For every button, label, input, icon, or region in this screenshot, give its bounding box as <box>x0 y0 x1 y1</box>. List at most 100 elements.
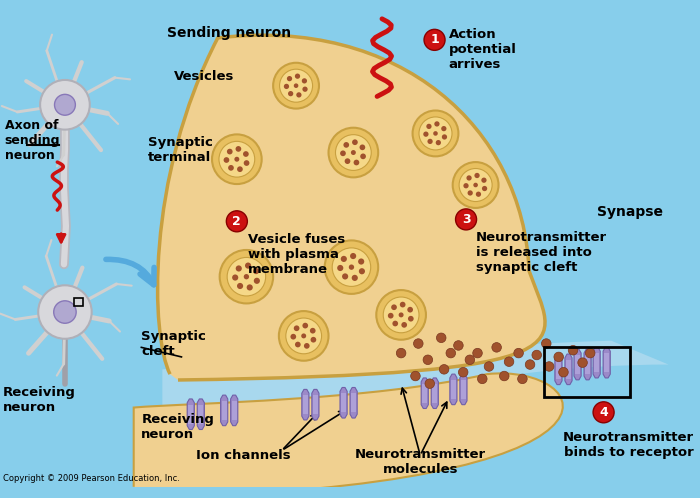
Circle shape <box>273 63 319 109</box>
Polygon shape <box>312 389 319 420</box>
Text: Sending neuron: Sending neuron <box>167 25 291 39</box>
Polygon shape <box>575 355 580 374</box>
Circle shape <box>234 157 239 162</box>
Polygon shape <box>422 383 428 403</box>
Circle shape <box>419 117 452 150</box>
Circle shape <box>227 149 232 154</box>
Polygon shape <box>421 378 428 408</box>
Circle shape <box>286 318 321 354</box>
Circle shape <box>408 316 414 322</box>
Circle shape <box>220 250 273 303</box>
Circle shape <box>337 265 343 271</box>
Circle shape <box>227 257 266 296</box>
Circle shape <box>246 284 253 290</box>
Polygon shape <box>302 395 308 414</box>
Circle shape <box>244 274 249 279</box>
Circle shape <box>441 126 447 131</box>
Circle shape <box>342 273 348 279</box>
Circle shape <box>484 362 494 371</box>
Text: Neurotransmitter
is released into
synaptic cleft: Neurotransmitter is released into synapt… <box>475 231 607 274</box>
Circle shape <box>279 311 328 361</box>
Circle shape <box>453 162 498 208</box>
PathPatch shape <box>158 341 668 487</box>
Circle shape <box>514 348 524 358</box>
Circle shape <box>219 141 255 177</box>
Circle shape <box>340 150 346 156</box>
Circle shape <box>352 139 358 145</box>
Circle shape <box>237 283 243 289</box>
Polygon shape <box>230 395 238 426</box>
Circle shape <box>296 92 302 98</box>
Polygon shape <box>222 401 227 420</box>
Circle shape <box>279 69 313 102</box>
Circle shape <box>302 323 308 329</box>
Circle shape <box>414 339 423 348</box>
Circle shape <box>360 144 365 150</box>
Text: Axon of
sending
neuron: Axon of sending neuron <box>5 119 60 162</box>
Circle shape <box>245 262 251 268</box>
Circle shape <box>55 94 76 115</box>
Circle shape <box>525 360 535 370</box>
Circle shape <box>358 258 364 264</box>
Circle shape <box>593 402 614 423</box>
Polygon shape <box>565 354 572 384</box>
Circle shape <box>351 150 356 155</box>
Circle shape <box>377 290 426 340</box>
Polygon shape <box>584 349 592 380</box>
Circle shape <box>328 127 378 177</box>
Polygon shape <box>350 387 357 418</box>
Text: Ion channels: Ion channels <box>196 449 290 462</box>
Polygon shape <box>302 389 309 420</box>
Circle shape <box>475 173 480 178</box>
Circle shape <box>477 374 487 383</box>
Polygon shape <box>585 355 590 374</box>
Circle shape <box>302 78 307 84</box>
Circle shape <box>311 337 316 343</box>
Circle shape <box>232 274 238 280</box>
Circle shape <box>341 256 347 262</box>
Circle shape <box>568 346 578 355</box>
Circle shape <box>228 165 234 171</box>
Circle shape <box>398 312 404 317</box>
Circle shape <box>335 134 371 170</box>
Text: Neurotransmitter
molecules: Neurotransmitter molecules <box>355 448 486 476</box>
Circle shape <box>459 168 492 202</box>
Circle shape <box>466 175 472 181</box>
Circle shape <box>454 341 463 350</box>
Text: Vesicles: Vesicles <box>174 70 234 83</box>
Circle shape <box>294 325 300 331</box>
Circle shape <box>458 368 468 377</box>
Circle shape <box>400 302 405 307</box>
Polygon shape <box>313 395 318 414</box>
Text: 1: 1 <box>430 33 439 46</box>
Circle shape <box>295 74 300 79</box>
Circle shape <box>437 333 446 343</box>
Circle shape <box>354 160 359 165</box>
Circle shape <box>235 146 241 152</box>
Circle shape <box>492 343 501 352</box>
Text: Copyright © 2009 Pearson Education, Inc.: Copyright © 2009 Pearson Education, Inc. <box>3 474 180 483</box>
Circle shape <box>54 301 76 323</box>
Circle shape <box>332 248 371 286</box>
Circle shape <box>500 371 509 381</box>
Polygon shape <box>566 360 571 379</box>
Circle shape <box>542 339 551 348</box>
Polygon shape <box>340 387 347 418</box>
Circle shape <box>476 192 481 197</box>
Text: Receiving
neuron: Receiving neuron <box>141 413 214 441</box>
Text: 4: 4 <box>599 406 608 419</box>
Circle shape <box>284 84 289 89</box>
Circle shape <box>473 183 478 187</box>
Circle shape <box>391 304 397 310</box>
Text: 2: 2 <box>232 215 241 228</box>
Circle shape <box>504 357 514 367</box>
Polygon shape <box>555 354 562 384</box>
Circle shape <box>302 87 308 92</box>
Text: Action
potential
arrives: Action potential arrives <box>449 28 517 71</box>
Circle shape <box>426 124 432 129</box>
Circle shape <box>236 265 241 271</box>
Circle shape <box>396 348 406 358</box>
Circle shape <box>473 348 482 358</box>
Polygon shape <box>593 348 600 378</box>
Polygon shape <box>603 348 610 378</box>
